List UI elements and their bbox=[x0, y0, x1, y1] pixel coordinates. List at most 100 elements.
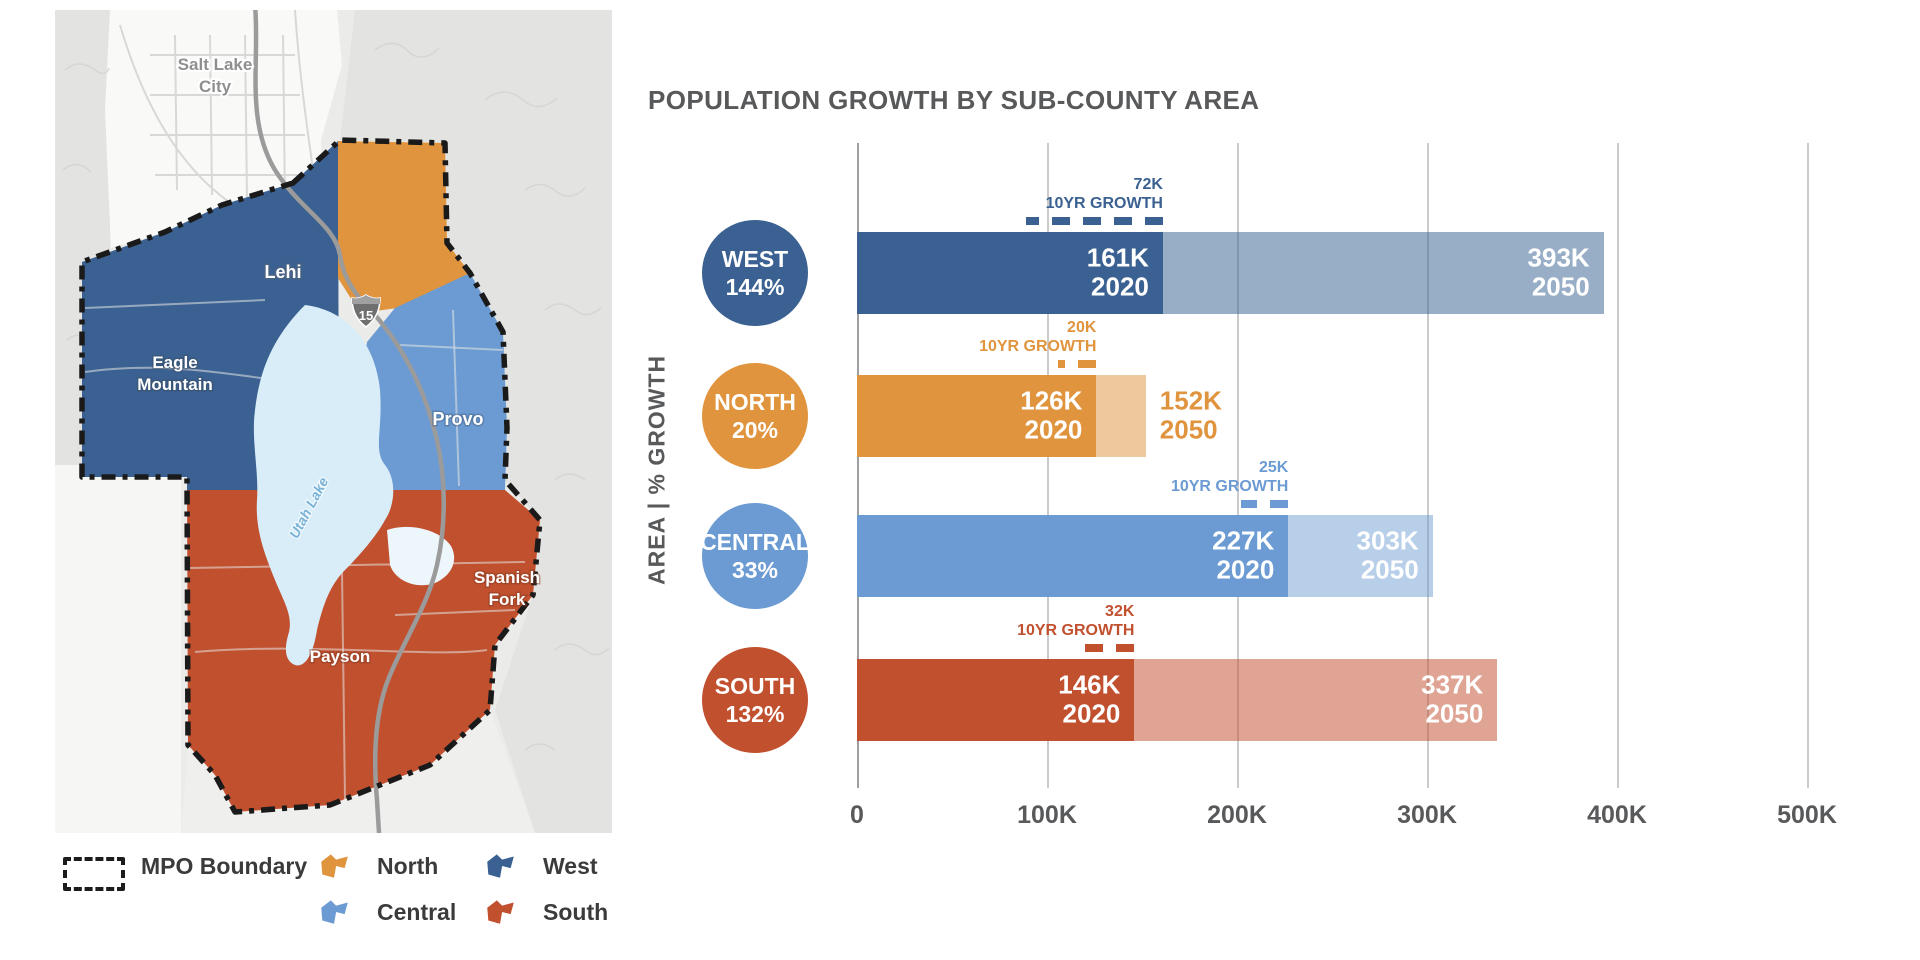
growth-caption: 10YR GROWTH bbox=[1045, 194, 1163, 212]
interstate-15-shield: 15 bbox=[351, 294, 381, 329]
pop-2020-year: 2020 bbox=[1091, 272, 1149, 302]
mpo-boundary-icon bbox=[63, 857, 125, 891]
region-north bbox=[338, 141, 470, 313]
central-region-icon bbox=[321, 900, 348, 924]
pop-2020-year: 2020 bbox=[1024, 415, 1083, 445]
pop-2050-year: 2050 bbox=[1425, 699, 1484, 729]
pop-2020-year: 2020 bbox=[1216, 555, 1275, 585]
x-tick-label-500K: 500K bbox=[1777, 801, 1837, 829]
gridline-100K bbox=[1047, 143, 1049, 788]
bar-2020-central: 227K 2020 bbox=[857, 515, 1289, 597]
label-2050-south: 337K 2050 bbox=[1421, 670, 1484, 730]
pop-2050-value: 303K bbox=[1356, 525, 1419, 556]
pop-2020-value: 126K bbox=[1020, 385, 1083, 416]
pop-2020-value: 227K bbox=[1212, 525, 1275, 556]
x-tick-label-0: 0 bbox=[850, 801, 864, 829]
area-circle-central: CENTRAL 33% bbox=[700, 503, 810, 609]
label-spanish-fork-2: Fork bbox=[489, 590, 526, 609]
sub-county-map: 15 Salt Lake City Lehi Eagle Mountain Pr… bbox=[55, 4, 612, 834]
terrain-texture bbox=[62, 42, 610, 751]
y-axis-label: AREA | % GROWTH bbox=[643, 354, 670, 586]
area-name: WEST bbox=[721, 245, 789, 272]
label-spanish-fork-1: Spanish bbox=[474, 568, 540, 587]
bar-row-central: 303K 2050 227K 2020 bbox=[857, 515, 1892, 597]
growth-dashes bbox=[1073, 643, 1135, 652]
area-name: NORTH bbox=[714, 388, 796, 415]
label-provo: Provo bbox=[432, 409, 483, 429]
area-name: CENTRAL bbox=[700, 528, 810, 555]
valley-south bbox=[181, 710, 535, 833]
shield-number: 15 bbox=[359, 308, 373, 323]
growth-annotation-west: 72K 10YR GROWTH bbox=[823, 176, 1163, 225]
bar-2020-west: 161K 2020 bbox=[857, 232, 1163, 314]
growth-caption: 10YR GROWTH bbox=[979, 337, 1097, 355]
legend-label-west: West bbox=[543, 853, 598, 879]
legend-label-north: North bbox=[377, 853, 439, 879]
label-salt-lake-city-1: Salt Lake bbox=[178, 55, 253, 74]
pop-2050-value: 152K bbox=[1159, 385, 1222, 416]
x-tick-label-100K: 100K bbox=[1017, 801, 1077, 829]
bar-2020-south: 146K 2020 bbox=[857, 659, 1135, 741]
label-2050-central: 303K 2050 bbox=[1356, 525, 1419, 586]
label-2050-north: 152K 2050 bbox=[1159, 385, 1222, 446]
x-tick-label-200K: 200K bbox=[1207, 801, 1267, 829]
map-legend: MPO Boundary North Central West South bbox=[55, 845, 655, 955]
label-2020-central: 227K 2020 bbox=[1212, 525, 1275, 586]
x-tick-label-400K: 400K bbox=[1587, 801, 1647, 829]
area-name: SOUTH bbox=[714, 672, 796, 699]
pop-2050-value: 393K bbox=[1527, 242, 1590, 273]
map-svg: 15 Salt Lake City Lehi Eagle Mountain Pr… bbox=[55, 4, 612, 834]
mpo-boundary-outline bbox=[79, 137, 543, 815]
growth-caption: 10YR GROWTH bbox=[1017, 621, 1135, 639]
bar-row-north: 126K 2020 152K 2050 bbox=[857, 375, 1892, 457]
west-region-icon bbox=[487, 854, 514, 878]
plot-area: 0 100K 200K 300K 400K 500K 393K 2050 161K 2020 72K… bbox=[850, 143, 1892, 829]
gridline-400K bbox=[1617, 143, 1619, 788]
region-central bbox=[355, 273, 507, 490]
mpo-boundary-label: MPO Boundary bbox=[141, 853, 308, 879]
pop-2020-value: 146K bbox=[1058, 669, 1121, 700]
label-eagle-mountain-1: Eagle bbox=[152, 353, 197, 372]
x-axis-line bbox=[857, 143, 859, 788]
bar-2020-north: 126K 2020 bbox=[857, 375, 1097, 457]
growth-dashes bbox=[1058, 359, 1097, 368]
legend-label-south: South bbox=[543, 899, 609, 925]
growth-value: 72K bbox=[1133, 176, 1163, 193]
label-lehi: Lehi bbox=[264, 262, 301, 282]
x-tick-label-300K: 300K bbox=[1397, 801, 1457, 829]
interstate-15-road bbox=[252, 4, 446, 834]
growth-value: 32K bbox=[1105, 603, 1135, 620]
gridline-500K bbox=[1807, 143, 1809, 788]
area-growth-pct: 20% bbox=[731, 417, 779, 443]
area-growth-pct: 33% bbox=[731, 557, 779, 583]
growth-dashes bbox=[1240, 499, 1289, 508]
pop-2050-year: 2050 bbox=[1159, 415, 1218, 445]
south-region-icon bbox=[487, 900, 514, 924]
label-2020-south: 146K 2020 bbox=[1058, 669, 1121, 730]
gridline-200K bbox=[1237, 143, 1239, 788]
pop-2020-value: 161K bbox=[1086, 242, 1149, 273]
area-circle-west: WEST 144% bbox=[702, 220, 808, 326]
north-region-icon bbox=[321, 854, 348, 878]
area-circle-north: NORTH 20% bbox=[702, 363, 808, 469]
area-growth-pct: 144% bbox=[725, 274, 785, 300]
growth-caption: 10YR GROWTH bbox=[1170, 477, 1289, 495]
growth-annotation-central: 25K 10YR GROWTH bbox=[948, 459, 1289, 508]
slc-roads bbox=[119, 9, 316, 216]
population-growth-chart: POPULATION GROWTH BY SUB-COUNTY AREA ARE… bbox=[630, 85, 1910, 845]
growth-annotation-north: 20K 10YR GROWTH bbox=[756, 319, 1097, 368]
pop-2050-year: 2050 bbox=[1360, 555, 1419, 585]
growth-value: 25K bbox=[1258, 459, 1289, 476]
label-eagle-mountain-2: Mountain bbox=[137, 375, 213, 394]
label-salt-lake-city-2: City bbox=[199, 77, 232, 96]
pop-2050-year: 2050 bbox=[1531, 272, 1590, 302]
valley-southwest bbox=[55, 465, 181, 833]
label-2020-north: 126K 2020 bbox=[1020, 385, 1083, 446]
growth-annotation-south: 32K 10YR GROWTH bbox=[794, 603, 1135, 652]
utah-lake bbox=[253, 305, 394, 666]
growth-dashes bbox=[1026, 216, 1163, 225]
bar-row-west: 393K 2050 161K 2020 bbox=[857, 232, 1892, 314]
growth-value: 20K bbox=[1067, 319, 1097, 336]
gridline-300K bbox=[1427, 143, 1429, 788]
